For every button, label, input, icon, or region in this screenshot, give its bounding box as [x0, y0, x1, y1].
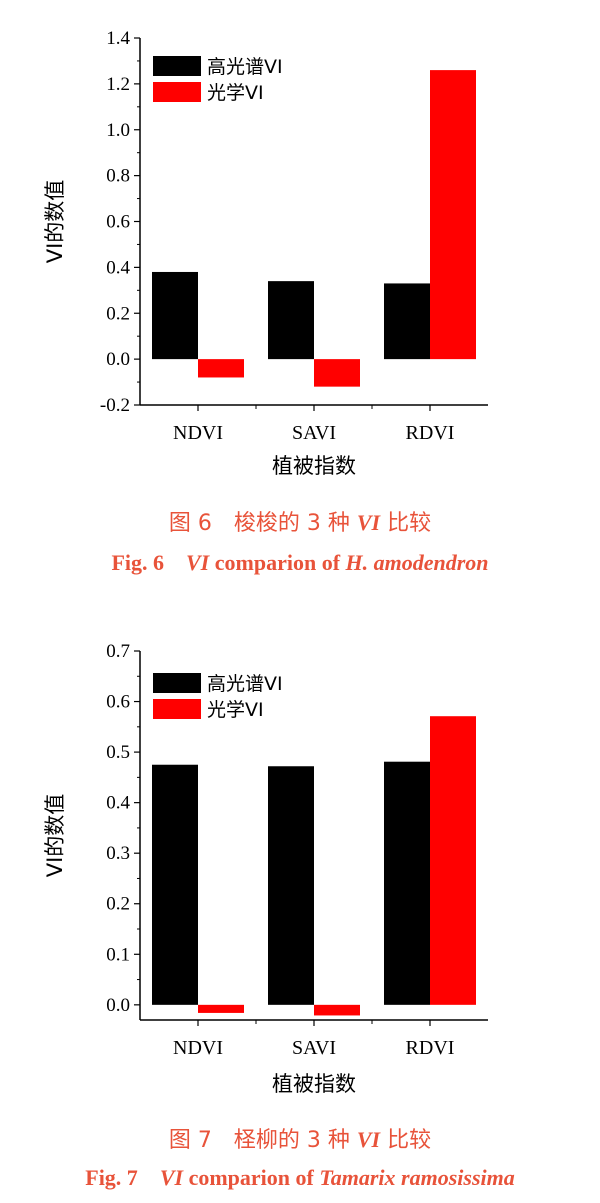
y-tick-label: 0.5 — [106, 742, 130, 763]
x-axis-label: 植被指数 — [272, 454, 356, 478]
bar-ndvi-series-2 — [198, 359, 244, 378]
y-tick-label: 1.0 — [106, 120, 130, 141]
x-tick-label-savi: SAVI — [292, 422, 336, 444]
bar-ndvi-series-1 — [152, 764, 198, 1005]
caption-en-text: comparion of — [209, 550, 346, 575]
y-tick-label: 1.4 — [106, 28, 130, 49]
caption-en-vi: VI — [186, 550, 210, 575]
figure-6: -0.2 0.0 0.2 0.4 0.6 0.8 1.0 1.2 1.4 NDVI SAVI RDVI… — [0, 0, 600, 590]
bar-rdvi-series-1 — [384, 283, 430, 360]
y-tick-label: 1.2 — [106, 74, 130, 95]
bar-savi-series-1 — [268, 766, 314, 1005]
bar-ndvi-series-2 — [198, 1004, 244, 1013]
bar-savi-series-2 — [314, 359, 360, 387]
y-tick-label: 0.7 — [106, 641, 130, 662]
caption-en-species: H. amodendron — [345, 550, 489, 575]
y-tick-label: 0.6 — [106, 692, 130, 713]
caption-cn-vi: VI — [356, 510, 381, 535]
caption-cn-suffix: 比较 — [380, 511, 432, 536]
y-tick-label: 0.0 — [106, 349, 130, 370]
figure-7: 0.0 0.1 0.2 0.3 0.4 0.5 0.6 0.7 NDVI SAVI RDVI 植被指数… — [0, 595, 600, 1203]
caption-en-text: comparion of — [183, 1165, 320, 1190]
y-axis-label: VI的数值 — [43, 794, 67, 878]
y-tick-label: 0.6 — [106, 212, 130, 233]
legend-swatch-series-1 — [153, 673, 201, 693]
caption-en-number: Fig. 7 — [85, 1165, 138, 1190]
y-axis-label: VI的数值 — [43, 180, 67, 264]
x-tick-label-ndvi: NDVI — [173, 1037, 223, 1059]
caption-en-species: Tamarix ramosissima — [319, 1165, 515, 1190]
y-tick-label: 0.4 — [106, 257, 130, 278]
caption-cn-number: 图 6 — [168, 511, 212, 536]
bar-rdvi-series-1 — [384, 761, 430, 1005]
caption-en-vi: VI — [159, 1165, 184, 1190]
bar-savi-series-1 — [268, 281, 314, 360]
y-tick-label: 0.2 — [106, 894, 130, 915]
bar-savi-series-2 — [314, 1004, 360, 1016]
y-tick-label: 0.8 — [106, 166, 130, 187]
caption-cn-number: 图 7 — [168, 1128, 212, 1153]
caption-cn-fig7: 图 7 柽柳的 3 种 VI 比较 — [0, 1122, 600, 1154]
legend-label-series-1: 高光谱VI — [207, 56, 283, 78]
y-tick-label: 0.1 — [106, 944, 130, 965]
caption-cn-text: 梭梭的 3 种 — [233, 511, 357, 536]
legend-label-series-1: 高光谱VI — [207, 673, 283, 695]
y-tick-label: 0.3 — [106, 843, 130, 864]
legend-swatch-series-1 — [153, 56, 201, 76]
bar-rdvi-series-2 — [430, 716, 476, 1005]
y-tick-label: 0.4 — [106, 793, 130, 814]
chart-figure-7: 0.0 0.1 0.2 0.3 0.4 0.5 0.6 0.7 NDVI SAVI RDVI 植被指数… — [43, 641, 488, 1096]
caption-cn-suffix: 比较 — [380, 1128, 432, 1153]
caption-cn-fig6: 图 6 梭梭的 3 种 VI 比较 — [0, 505, 600, 537]
y-tick-label: -0.2 — [100, 395, 130, 416]
chart-figure-6: -0.2 0.0 0.2 0.4 0.6 0.8 1.0 1.2 1.4 NDVI SAVI RDVI… — [43, 28, 488, 478]
x-tick-label-ndvi: NDVI — [173, 422, 223, 444]
caption-en-number: Fig. 6 — [111, 550, 164, 575]
bar-ndvi-series-1 — [152, 271, 198, 360]
caption-en-fig6: Fig. 6 VI comparion of H. amodendron — [0, 550, 600, 576]
legend-swatch-series-2 — [153, 82, 201, 102]
caption-cn-text: 柽柳的 3 种 — [233, 1128, 357, 1153]
x-tick-label-rdvi: RDVI — [406, 1037, 455, 1059]
caption-cn-vi: VI — [356, 1127, 381, 1152]
x-axis-label: 植被指数 — [272, 1072, 356, 1096]
y-tick-label: 0.2 — [106, 303, 130, 324]
y-tick-label: 0.0 — [106, 995, 130, 1016]
x-tick-label-savi: SAVI — [292, 1037, 336, 1059]
legend-label-series-2: 光学VI — [207, 699, 264, 721]
legend-label-series-2: 光学VI — [207, 82, 264, 104]
legend-swatch-series-2 — [153, 699, 201, 719]
bar-rdvi-series-2 — [430, 70, 476, 360]
caption-en-fig7: Fig. 7 VI comparion of Tamarix ramosissim… — [0, 1165, 600, 1191]
x-tick-label-rdvi: RDVI — [406, 422, 455, 444]
